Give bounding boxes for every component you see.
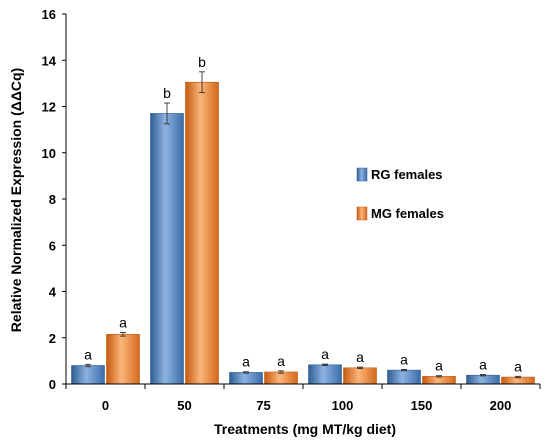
error-bar-mg-females-50 [199,71,205,94]
significance-labels-layer: a a b b a a a a a a a a [84,54,522,375]
axes-layer [62,13,541,389]
bar-mg-females-150 [422,376,456,385]
error-bar-rg-females-50 [164,102,170,125]
significance-label-rg-females-0: a [84,346,92,362]
bar-mg-females-75 [264,371,298,385]
legend: RG females MG females [356,167,444,221]
y-axis-title: Relative Normalized Expression (ΔΔCq) [8,68,24,332]
y-tick-label-6: 6 [49,238,56,253]
significance-label-mg-females-0: a [119,314,127,330]
bars-layer [71,81,535,385]
tick-labels-layer: 0 50 75 100 150 200 0 2 4 6 8 10 12 14 16 [42,7,512,413]
x-tick-label-0: 0 [102,398,109,413]
legend-swatch-mg-females [356,206,368,221]
y-tick-label-2: 2 [49,331,56,346]
y-tick-label-8: 8 [49,192,56,207]
legend-label-rg-females: RG females [371,167,443,182]
x-tick-label-150: 150 [411,398,433,413]
significance-label-mg-females-50: b [198,54,206,70]
error-bar-rg-females-200 [480,374,486,377]
bar-rg-females-150 [387,369,421,385]
error-bar-rg-females-0 [85,363,91,368]
significance-label-mg-females-150: a [435,358,443,374]
significance-label-rg-females-100: a [321,346,329,362]
bar-mg-females-100 [343,367,377,385]
y-tick-label-16: 16 [42,7,56,22]
significance-label-rg-females-200: a [479,357,487,373]
error-bar-rg-females-75 [243,371,249,374]
y-tick-label-12: 12 [42,100,56,115]
x-tick-label-100: 100 [332,398,354,413]
significance-label-rg-females-75: a [242,354,250,370]
bar-rg-females-100 [308,364,342,385]
y-tick-label-10: 10 [42,146,56,161]
significance-label-rg-females-150: a [400,351,408,367]
significance-label-mg-females-100: a [356,349,364,365]
bar-rg-females-75 [229,372,263,385]
bar-rg-females-200 [466,374,500,385]
significance-label-mg-females-75: a [277,353,285,369]
legend-label-mg-females: MG females [371,206,444,221]
error-bars-layer [85,71,521,379]
legend-swatch-rg-females [356,167,368,182]
bar-mg-females-0 [106,333,140,385]
x-axis-title: Treatments (mg MT/kg diet) [214,421,396,437]
y-tick-label-14: 14 [42,53,57,68]
bar-rg-females-0 [71,365,105,385]
x-tick-label-200: 200 [490,398,512,413]
error-bar-rg-females-100 [322,363,328,366]
y-tick-label-4: 4 [49,285,57,300]
error-bar-mg-females-200 [515,375,521,379]
error-bar-mg-females-150 [436,375,442,378]
x-tick-label-50: 50 [177,398,191,413]
bar-rg-females-50 [150,113,184,385]
y-tick-label-0: 0 [49,377,56,392]
error-bar-mg-females-75 [278,370,284,374]
error-bar-mg-females-0 [120,331,126,337]
error-bar-mg-females-100 [357,366,363,369]
significance-label-rg-females-50: b [163,85,171,101]
x-tick-label-75: 75 [256,398,270,413]
significance-label-mg-females-200: a [514,358,522,374]
error-bar-rg-females-150 [401,368,407,372]
bar-mg-females-50 [185,81,219,385]
